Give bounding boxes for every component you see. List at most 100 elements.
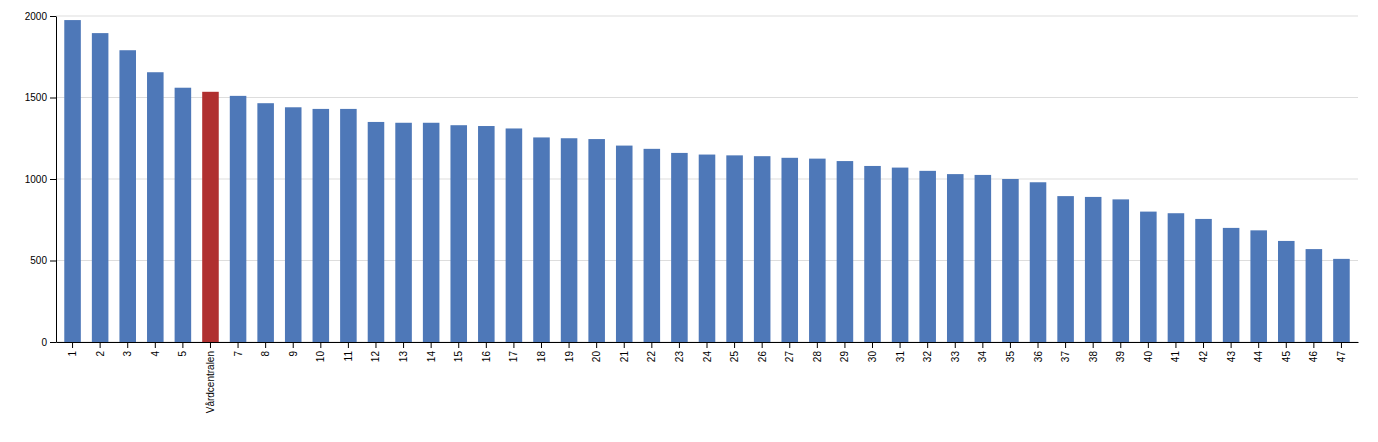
x-tick-label: 25 [729,351,740,363]
x-tick: 37 [1060,342,1071,362]
x-tick-label: 22 [646,351,657,363]
x-tick-label: 24 [702,351,713,363]
x-tick-label: 42 [1198,351,1209,363]
x-tick: 31 [895,342,906,362]
x-tick-mark [320,342,321,348]
bar [1306,249,1323,342]
x-tick: 44 [1253,342,1264,362]
x-tick-mark [238,342,239,348]
x-tick-label: 35 [1005,351,1016,363]
x-tick-label: 13 [398,351,409,363]
bar [450,125,467,342]
x-tick-label: 37 [1060,351,1071,363]
x-tick-label: 1 [67,351,78,357]
x-tick-label: 2 [95,351,106,357]
x-tick: 46 [1308,342,1319,362]
x-tick-mark [1120,342,1121,348]
x-tick-label: 29 [839,351,850,363]
x-tick: 28 [812,342,823,362]
bar [781,158,798,342]
x-tick-mark [1038,342,1039,348]
y-tick: 1500 [25,92,56,103]
y-axis: 0500100015002000 [25,11,57,348]
bar [644,149,661,342]
x-tick-label: 33 [950,351,961,363]
x-tick: 38 [1088,342,1099,362]
x-tick: 17 [508,342,519,362]
x-tick: 5 [177,342,188,357]
x-tick-label: Vårdcentralen [205,351,216,413]
bar [975,175,992,342]
x-tick: 25 [729,342,740,362]
y-tick-label: 500 [30,255,47,266]
grid-line [56,97,1358,98]
y-tick: 1000 [25,174,56,185]
x-tick-mark [927,342,928,348]
x-tick: 8 [260,342,271,357]
x-tick-mark [265,342,266,348]
x-tick-mark [541,342,542,348]
bar [616,146,633,342]
x-tick-mark [624,342,625,348]
bar [64,20,81,342]
x-tick-label: 14 [426,351,437,363]
x-tick-mark [403,342,404,348]
x-tick-label: 20 [591,351,602,363]
bar [285,107,302,342]
bar [726,155,743,342]
x-tick-label: 28 [812,351,823,363]
bar [1223,228,1240,342]
x-tick-label: 43 [1226,351,1237,363]
x-tick-label: 38 [1088,351,1099,363]
x-tick-mark [1231,342,1232,348]
bar [147,72,164,342]
bar [837,161,854,342]
x-tick: 40 [1143,342,1154,362]
x-tick-mark [293,342,294,348]
x-tick-mark [458,342,459,348]
x-tick: 13 [398,342,409,362]
y-axis-line [56,17,57,343]
x-tick: 12 [370,342,381,362]
x-tick-mark [1203,342,1204,348]
x-tick-mark [1258,342,1259,348]
x-tick-label: 5 [177,351,188,357]
x-tick-mark [72,342,73,348]
x-tick-label: 19 [564,351,575,363]
x-tick-mark [431,342,432,348]
grid-line [56,16,1358,17]
x-tick-mark [817,342,818,348]
x-tick-mark [651,342,652,348]
x-tick: 10 [315,342,326,362]
x-tick-label: 44 [1253,351,1264,363]
x-tick-mark [955,342,956,348]
bar [1278,241,1295,342]
x-tick: 7 [233,342,244,357]
x-axis: 12345Vårdcentralen7891011121314151617181… [57,342,1359,413]
bar [533,137,550,342]
x-tick: 32 [922,342,933,362]
x-tick-label: 45 [1281,351,1292,363]
bar [809,159,826,342]
x-tick-mark [375,342,376,348]
x-tick: 2 [95,342,106,357]
x-tick-label: 4 [150,351,161,357]
x-tick-mark [844,342,845,348]
bar [395,123,412,342]
plot: 12345Vårdcentralen7891011121314151617181… [25,11,1359,414]
bar [340,109,357,342]
x-tick-label: 26 [757,351,768,363]
x-tick-label: 8 [260,351,271,357]
y-tick-label: 0 [41,337,47,348]
x-tick: 41 [1170,342,1181,362]
x-tick: 19 [564,342,575,362]
x-tick: 20 [591,342,602,362]
x-tick-mark [1175,342,1176,348]
x-tick: 27 [784,342,795,362]
x-tick-label: 46 [1308,351,1319,363]
x-tick-label: 15 [453,351,464,363]
x-tick-mark [982,342,983,348]
bar [478,126,495,342]
x-tick-mark [348,342,349,348]
y-tick-mark [50,16,56,17]
